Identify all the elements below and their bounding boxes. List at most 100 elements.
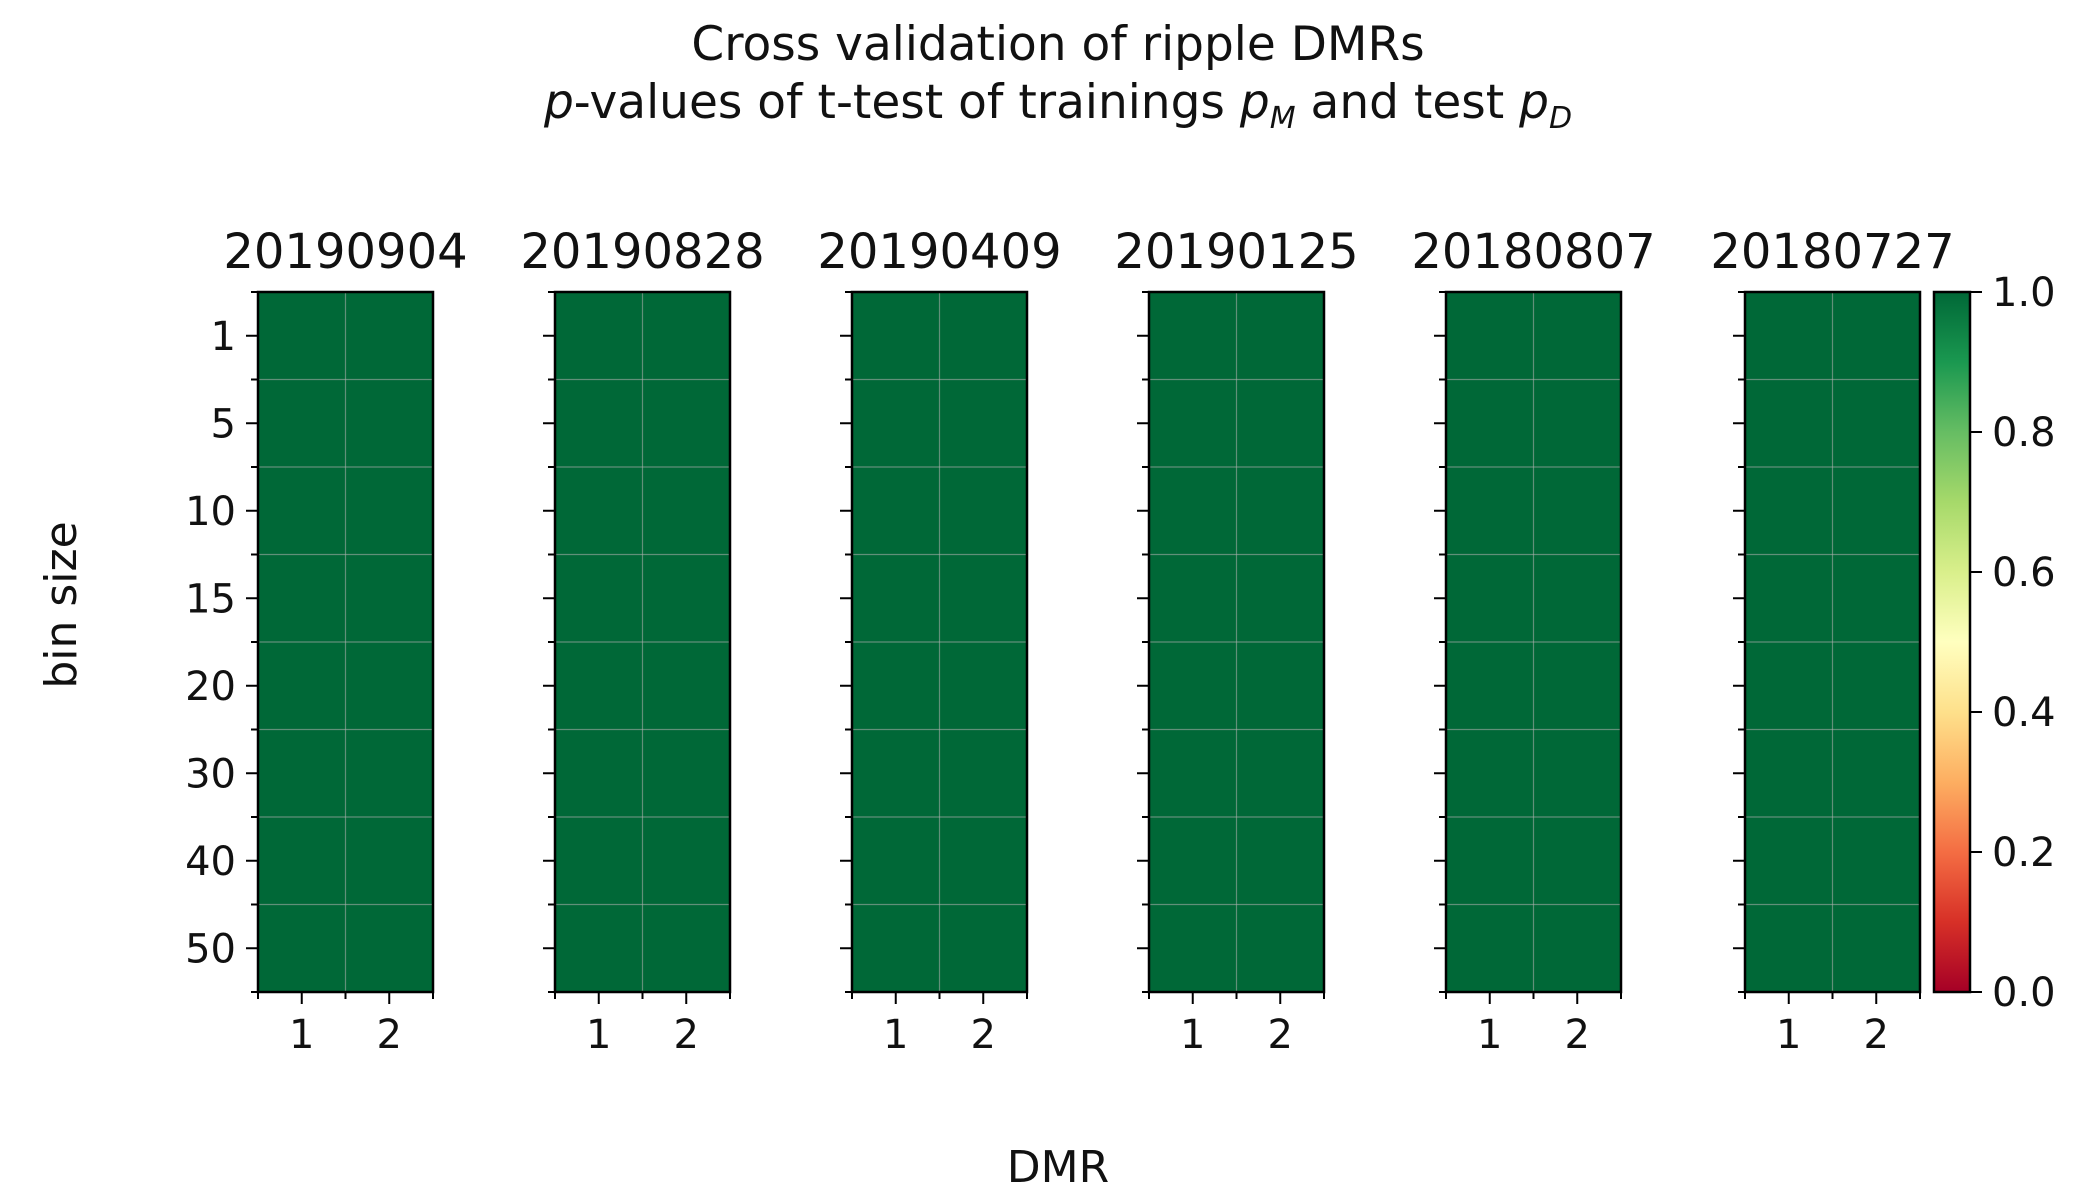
heatmap-cell [1533,379,1622,468]
colorbar-tick-label: 0.4 [1992,690,2056,736]
heatmap-cell [1832,904,1921,993]
heatmap-cell [345,729,434,818]
x-tick-label: 2 [1268,1012,1293,1058]
heatmap-cell [1832,467,1921,555]
heatmap-panel: 20190828 1 2 [520,224,764,1058]
heatmap-cell [345,817,434,905]
heatmap-cell [1236,554,1325,643]
panel-title: 20190409 [817,224,1061,280]
heatmap-cell [1446,904,1534,993]
heatmap-cell [1446,554,1534,643]
heatmap-cell [1236,642,1325,730]
panel-title: 20190125 [1114,224,1358,280]
heatmap-cell [939,817,1028,905]
heatmap-cell [1533,904,1622,993]
heatmap-panel: 20180727 1 2 [1710,224,1954,1058]
colorbar-frame [1932,290,1972,994]
heatmap-cell [1446,292,1534,380]
heatmap-cell [1149,467,1237,555]
heatmap-cell [1149,554,1237,643]
heatmap-cell [939,467,1028,555]
x-tick-label: 2 [971,1012,996,1058]
heatmap-cell [1533,554,1622,643]
heatmap-cell [1236,904,1325,993]
heatmap-cell [642,554,731,643]
subtitle-p: p [543,75,574,130]
heatmap-cell [1149,817,1237,905]
panel-title: 20180727 [1710,224,1954,280]
heatmap-cell [258,379,346,468]
chart-title: Cross validation of ripple DMRs [691,17,1424,72]
heatmap-cell [1832,379,1921,468]
heatmap-cell [1446,467,1534,555]
heatmap-cell [345,904,434,993]
heatmap-cell [1446,642,1534,730]
heatmap-cell [1832,554,1921,643]
x-tick-label: 2 [1864,1012,1889,1058]
heatmap-cell [345,292,434,380]
heatmap-cell [1149,292,1237,380]
heatmap-cell [258,554,346,643]
heatmap-cell [1236,729,1325,818]
x-tick-label: 2 [377,1012,402,1058]
heatmap-cell [258,904,346,993]
heatmap-cell [1533,292,1622,380]
x-tick-label: 2 [1565,1012,1590,1058]
heatmap-cell [345,642,434,730]
heatmap-cell [642,292,731,380]
heatmap-cell [939,379,1028,468]
heatmap-cell [1236,379,1325,468]
heatmap-cell [258,642,346,730]
y-tick-label: 10 [185,489,236,535]
heatmap-cell [1745,292,1833,380]
heatmap-cell [939,554,1028,643]
heatmap-cell [1533,467,1622,555]
subtitle-text-1: -values of t-test of trainings [574,75,1240,130]
heatmap-cell [1745,642,1833,730]
colorbar-tick-label: 1.0 [1992,270,2056,316]
heatmap-cell [1446,729,1534,818]
x-tick-label: 2 [674,1012,699,1058]
heatmap-cell [555,904,643,993]
heatmap-cell [939,642,1028,730]
y-tick-label: 5 [211,401,236,447]
heatmap-cell [555,817,643,905]
heatmap-cell [642,904,731,993]
heatmap-cell [258,817,346,905]
heatmap-cell [642,642,731,730]
heatmap-cell [642,379,731,468]
heatmap-cell [345,554,434,643]
y-tick-label: 20 [185,664,236,710]
heatmap-cell [852,292,940,380]
heatmap-cell [1745,904,1833,993]
heatmap-cell [939,904,1028,993]
heatmap-cell [258,729,346,818]
heatmap-cell [1533,642,1622,730]
heatmap-panel: 20190125 1 2 [1114,224,1358,1058]
subtitle-pm-sub: M [1270,101,1296,136]
x-axis-label: DMR [1007,1142,1109,1193]
heatmap-cell [1832,729,1921,818]
x-tick-label: 1 [289,1012,314,1058]
heatmap-cell [1745,817,1833,905]
y-tick-label: 50 [185,926,236,972]
subtitle-text-2: and test [1296,75,1520,130]
heatmap-cell [1745,729,1833,818]
heatmap-cell [1149,729,1237,818]
subtitle-pm: p [1239,75,1270,130]
subtitle-pd-sub: D [1549,101,1572,136]
colorbar-tick-label: 0.2 [1992,830,2056,876]
colorbar-tick-label: 0.8 [1992,410,2056,456]
heatmap-cell [345,379,434,468]
x-tick-label: 1 [1180,1012,1205,1058]
heatmap-cell [1533,817,1622,905]
heatmap-cell [555,554,643,643]
panel-title: 20180807 [1411,224,1655,280]
heatmap-cell [1832,292,1921,380]
subtitle-pd: p [1518,75,1549,130]
heatmap-cell [555,642,643,730]
heatmap-cell [1446,817,1534,905]
heatmap-cell [1236,292,1325,380]
y-tick-label: 1 [211,314,236,360]
